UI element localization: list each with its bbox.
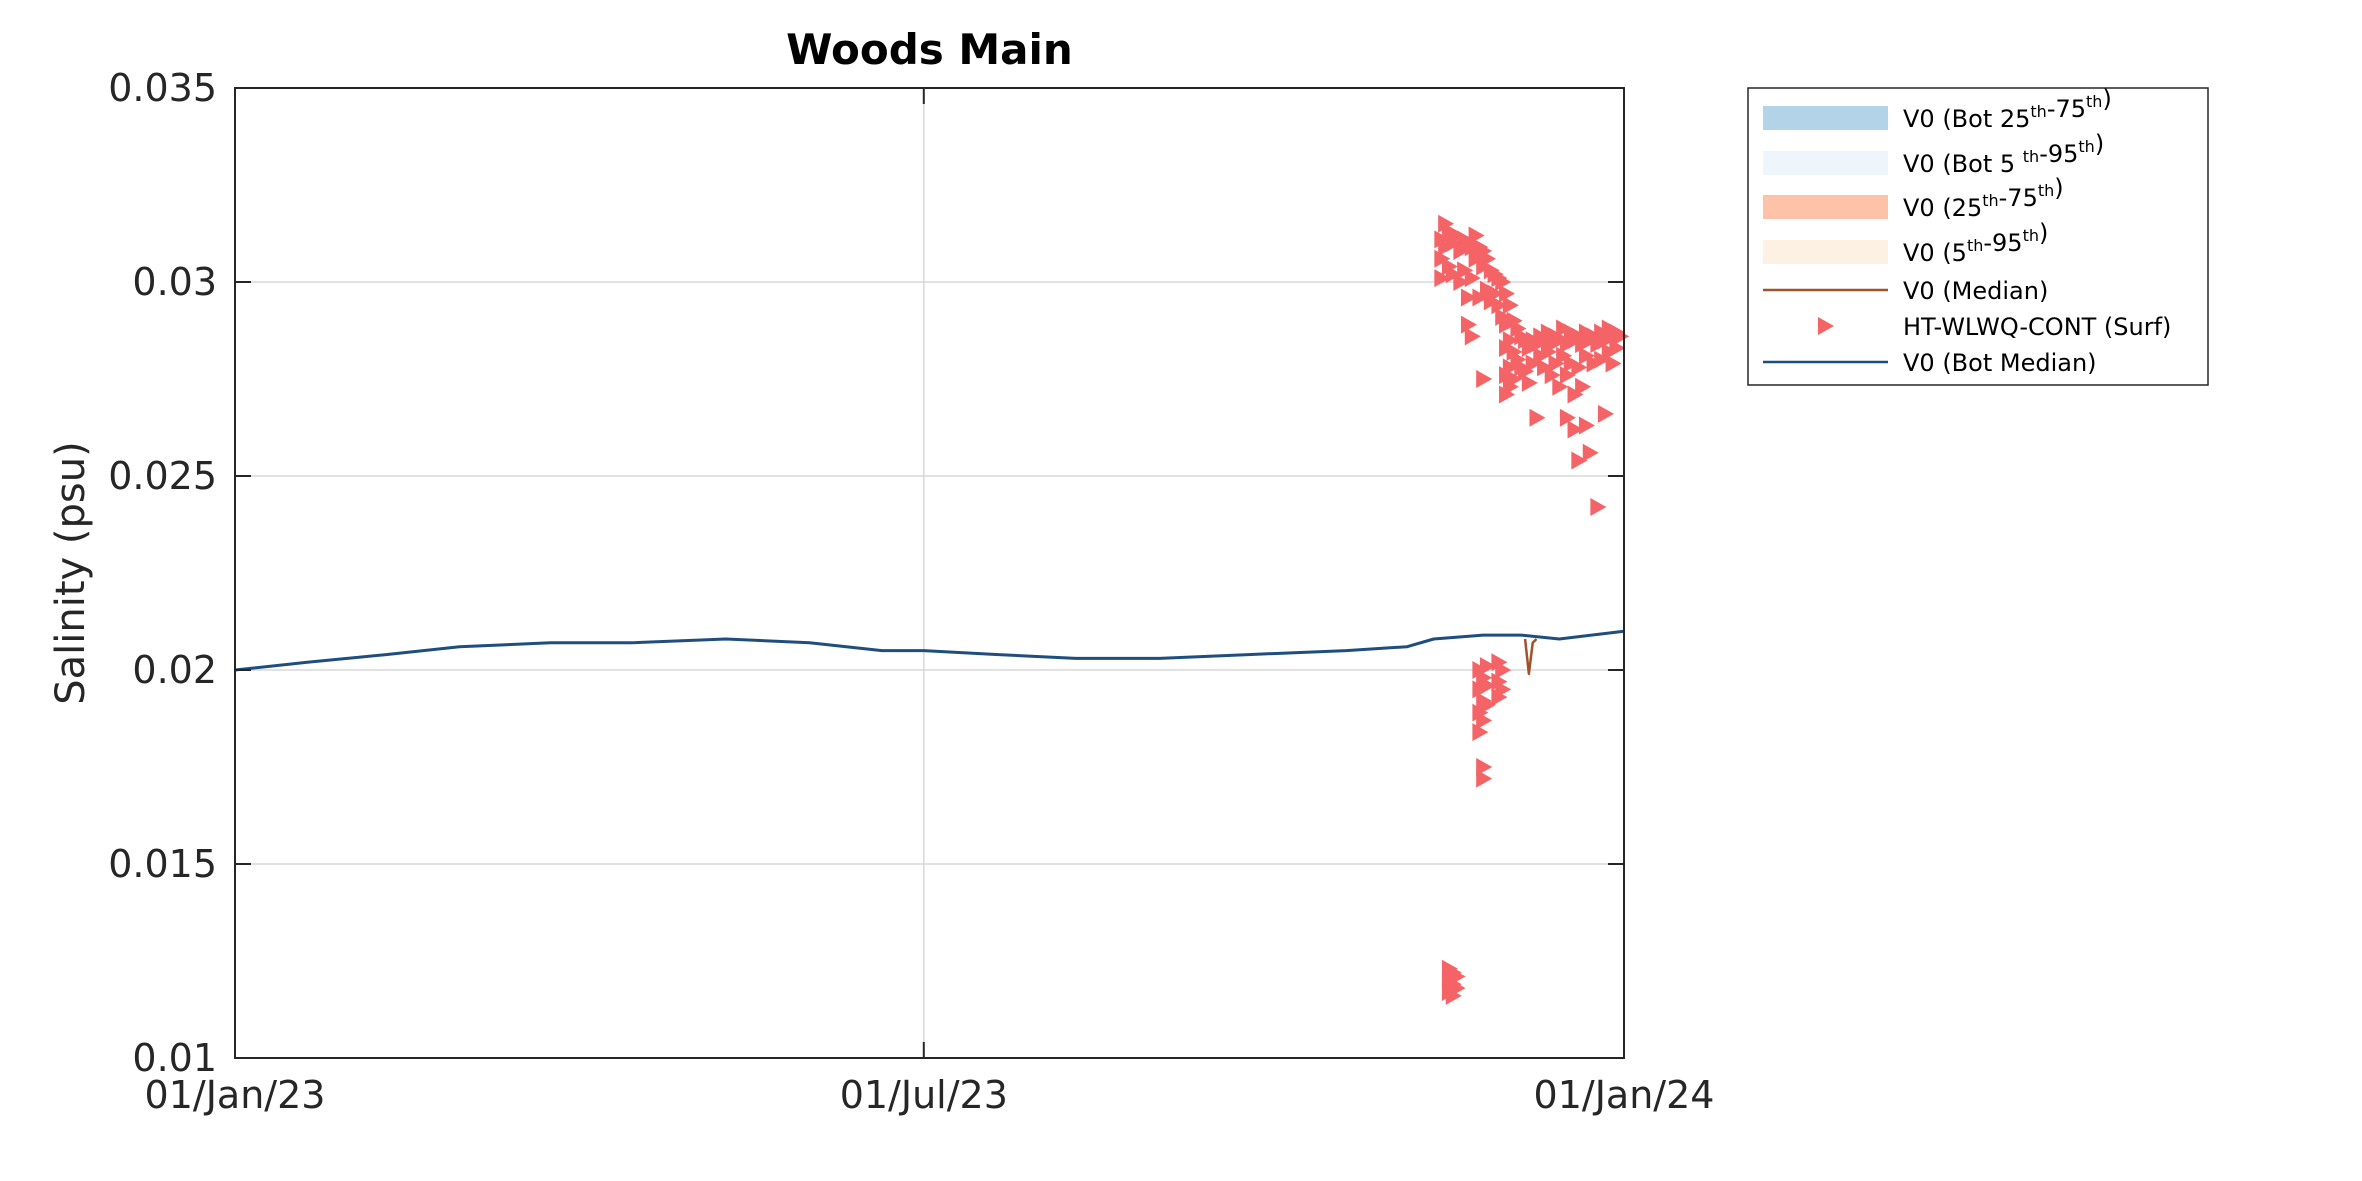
scatter-point (1613, 327, 1630, 346)
y-tick-label: 0.025 (108, 454, 217, 498)
legend-label: V0 (Bot 5 th-95th) (1903, 130, 2104, 178)
scatter-point (1552, 377, 1569, 396)
scatter-point (1476, 370, 1493, 388)
scatter-point (1571, 451, 1588, 470)
scatter-point (1476, 711, 1493, 730)
y-axis-label: Salinity (psu) (48, 441, 94, 704)
scatter-layer (1434, 214, 1630, 1005)
scatter-point (1495, 680, 1512, 699)
legend-label: V0 (Bot Median) (1903, 349, 2097, 377)
scatter-point (1460, 288, 1477, 307)
series-layer (234, 629, 1625, 676)
scatter-point (1578, 416, 1595, 435)
legend-swatch (1818, 317, 1834, 335)
scatter-point (1464, 327, 1481, 346)
legend-item-bot-90: V0 (Bot 5 th-95th) (1763, 130, 2104, 178)
scatter-point (1567, 420, 1584, 439)
series-line-bot-median (234, 629, 1625, 672)
axes-box (234, 87, 1625, 1059)
scatter-point (1605, 354, 1622, 373)
legend-label: V0 (25th-75th) (1903, 174, 2064, 222)
scatter-point (1582, 443, 1599, 462)
scatter-point (1480, 657, 1497, 676)
y-tick-label: 0.03 (132, 260, 217, 304)
legend-label: V0 (5th-95th) (1903, 219, 2048, 267)
scatter-point (1502, 296, 1519, 315)
legend-item-bot-median: V0 (Bot Median) (1763, 349, 2097, 377)
scatter-point (1559, 408, 1576, 427)
legend-swatch (1763, 195, 1888, 219)
scatter-point (1480, 695, 1497, 714)
scatter-point (1476, 758, 1493, 776)
x-tick-label: 01/Jan/24 (1534, 1073, 1715, 1117)
y-tick-label: 0.02 (132, 648, 217, 692)
grid (235, 88, 1624, 1058)
legend-item-p90: V0 (5th-95th) (1763, 219, 2048, 267)
scatter-point (1476, 769, 1493, 788)
scatter-point (1449, 967, 1466, 986)
scatter-point (1449, 979, 1466, 998)
y-tick-label: 0.035 (108, 66, 217, 110)
legend-item-iqr: V0 (25th-75th) (1763, 174, 2064, 222)
x-tick-label: 01/Jan/23 (145, 1073, 326, 1117)
legend-label: V0 (Bot 25th-75th) (1903, 85, 2112, 133)
legend-label: V0 (Median) (1903, 277, 2048, 305)
ticks: 0.01 0.015 0.02 0.025 0.03 0.035 01/Jan/23 01/J… (108, 66, 1714, 1117)
axes (234, 87, 1625, 1059)
legend-box (1747, 87, 2209, 386)
scatter-point (1434, 269, 1451, 288)
plot-area (235, 88, 1624, 1058)
scatter-point (1590, 498, 1607, 517)
scatter-point (1480, 676, 1497, 695)
scatter-point (1464, 269, 1481, 288)
scatter-point (1529, 408, 1546, 427)
series-line-median (1523, 638, 1538, 676)
legend-swatch (1763, 106, 1888, 130)
x-tick-label: 01/Jul/23 (840, 1073, 1008, 1117)
legend-item-bot-iqr: V0 (Bot 25th-75th) (1763, 85, 2112, 133)
legend-label: HT-WLWQ-CONT (Surf) (1903, 313, 2171, 341)
scatter-point (1571, 358, 1588, 377)
legend: V0 (Bot 25th-75th)V0 (Bot 5 th-95th)V0 (… (1747, 85, 2209, 386)
scatter-point (1521, 373, 1538, 392)
scatter-point (1495, 661, 1512, 679)
chart-title: Woods Main (786, 25, 1073, 74)
y-tick-label: 0.015 (108, 842, 217, 886)
legend-item-median: V0 (Median) (1763, 277, 2048, 305)
scatter-point (1597, 404, 1614, 423)
legend-swatch (1763, 151, 1888, 175)
legend-swatch (1763, 240, 1888, 264)
scatter-point (1575, 377, 1592, 396)
legend-item-obs: HT-WLWQ-CONT (Surf) (1818, 313, 2171, 341)
scatter-point (1506, 370, 1523, 388)
y-tick-label: 0.01 (132, 1036, 217, 1080)
